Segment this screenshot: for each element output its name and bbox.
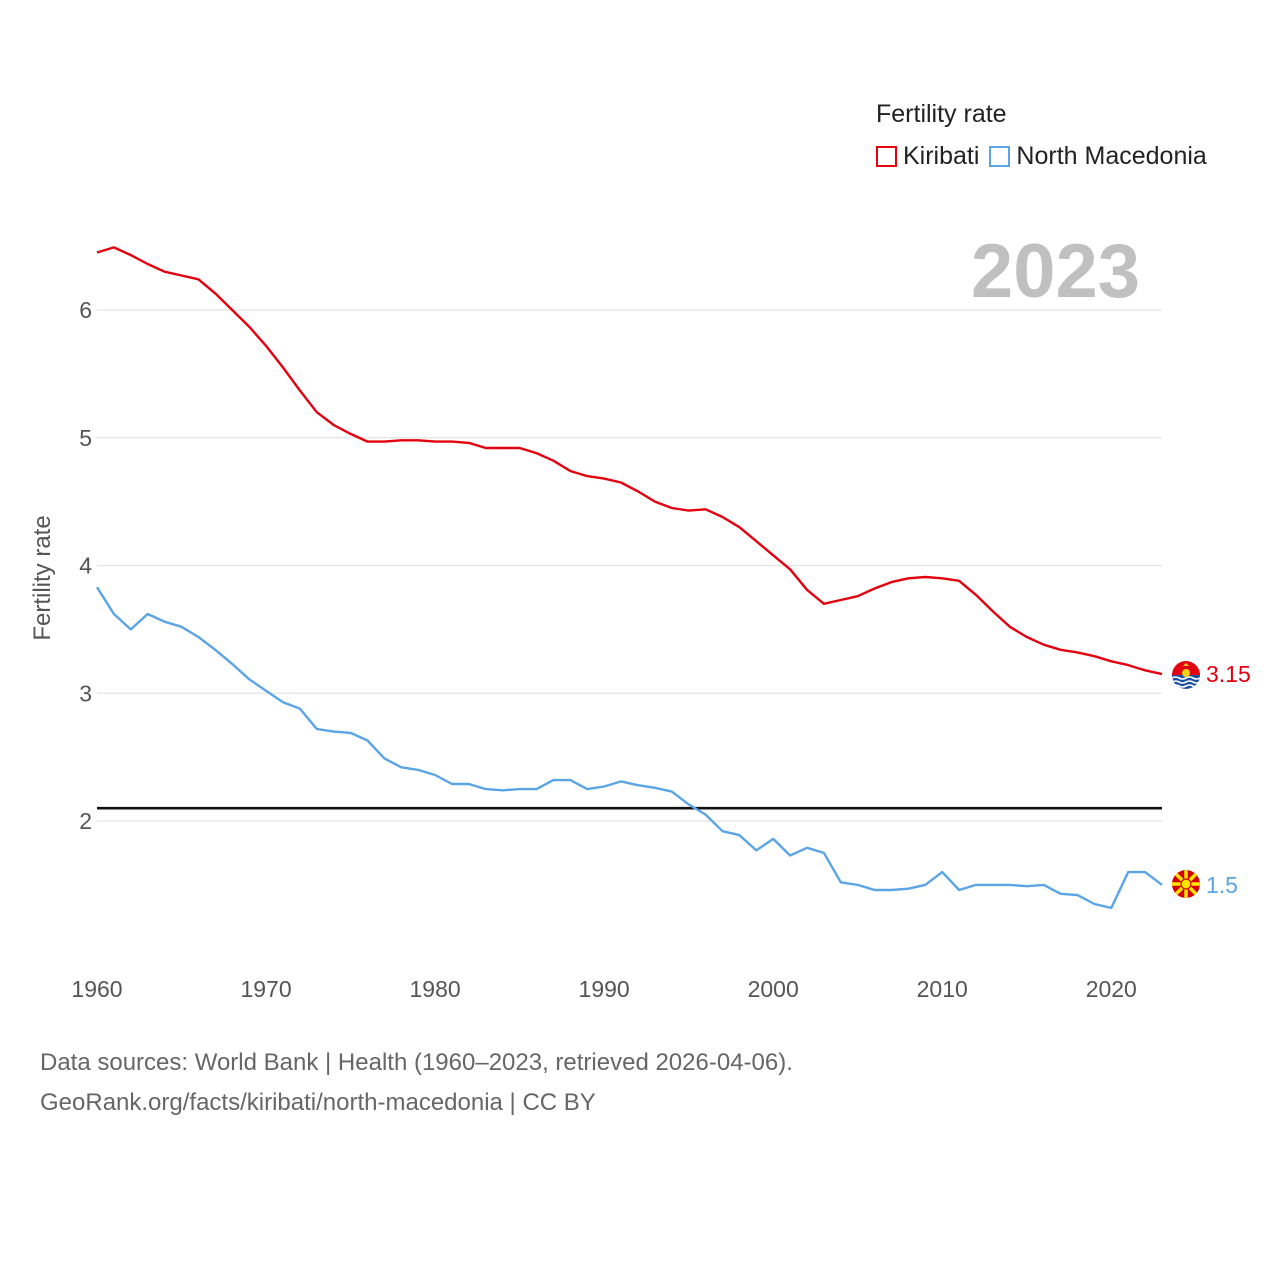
data-sources-text: Data sources: World Bank | Health (1960–… <box>40 1049 793 1076</box>
legend-title: Fertility rate <box>876 100 1007 128</box>
series-line-north-macedonia <box>95 586 1163 910</box>
year-label: 2023 <box>970 229 1140 314</box>
end-value-label-north-macedonia: 1.5 <box>1206 872 1238 898</box>
end-value-label-kiribati: 3.15 <box>1206 661 1251 687</box>
x-tick-label-1990: 1990 <box>579 976 630 1002</box>
y-tick-label-4: 4 <box>79 553 92 579</box>
x-tick-label-1960: 1960 <box>71 976 122 1002</box>
x-tick-label-1970: 1970 <box>240 976 291 1002</box>
y-tick-label-2: 2 <box>79 808 92 834</box>
x-axis-ticks: 1960 1970 1980 1990 2000 2010 2020 <box>71 976 1136 1002</box>
y-tick-label-6: 6 <box>79 297 92 323</box>
y-axis-ticks: 2 3 4 5 6 <box>79 297 92 834</box>
y-tick-label-5: 5 <box>79 425 92 451</box>
x-tick-label-2000: 2000 <box>748 976 799 1002</box>
x-tick-label-1980: 1980 <box>410 976 461 1002</box>
north-macedonia-flag-icon <box>1172 870 1200 898</box>
grid-lines <box>97 309 1162 822</box>
series-line-kiribati <box>96 246 1163 676</box>
legend-item-kiribati[interactable]: Kiribati <box>876 142 979 171</box>
kiribati-flag-icon <box>1172 661 1200 689</box>
y-axis-title: Fertility rate <box>29 515 56 640</box>
legend-item-north-macedonia[interactable]: North Macedonia <box>989 142 1207 171</box>
legend-label-north-macedonia: North Macedonia <box>1016 142 1207 170</box>
legend-swatch-north-macedonia <box>989 146 1011 167</box>
series-layer <box>95 246 1163 910</box>
x-tick-label-2020: 2020 <box>1086 976 1137 1002</box>
georank-link[interactable]: GeoRank.org/facts/kiribati/north-macedon… <box>40 1089 596 1116</box>
legend-label-kiribati: Kiribati <box>903 142 980 170</box>
legend-swatch-kiribati <box>876 146 897 167</box>
end-markers <box>1172 661 1200 898</box>
end-labels: 3.15 1.5 <box>1206 661 1251 898</box>
x-tick-label-2010: 2010 <box>917 976 968 1002</box>
footer: Data sources: World Bank | Health (1960–… <box>40 1043 793 1123</box>
y-tick-label-3: 3 <box>79 680 92 706</box>
legend: Kiribati North Macedonia <box>876 142 1217 171</box>
